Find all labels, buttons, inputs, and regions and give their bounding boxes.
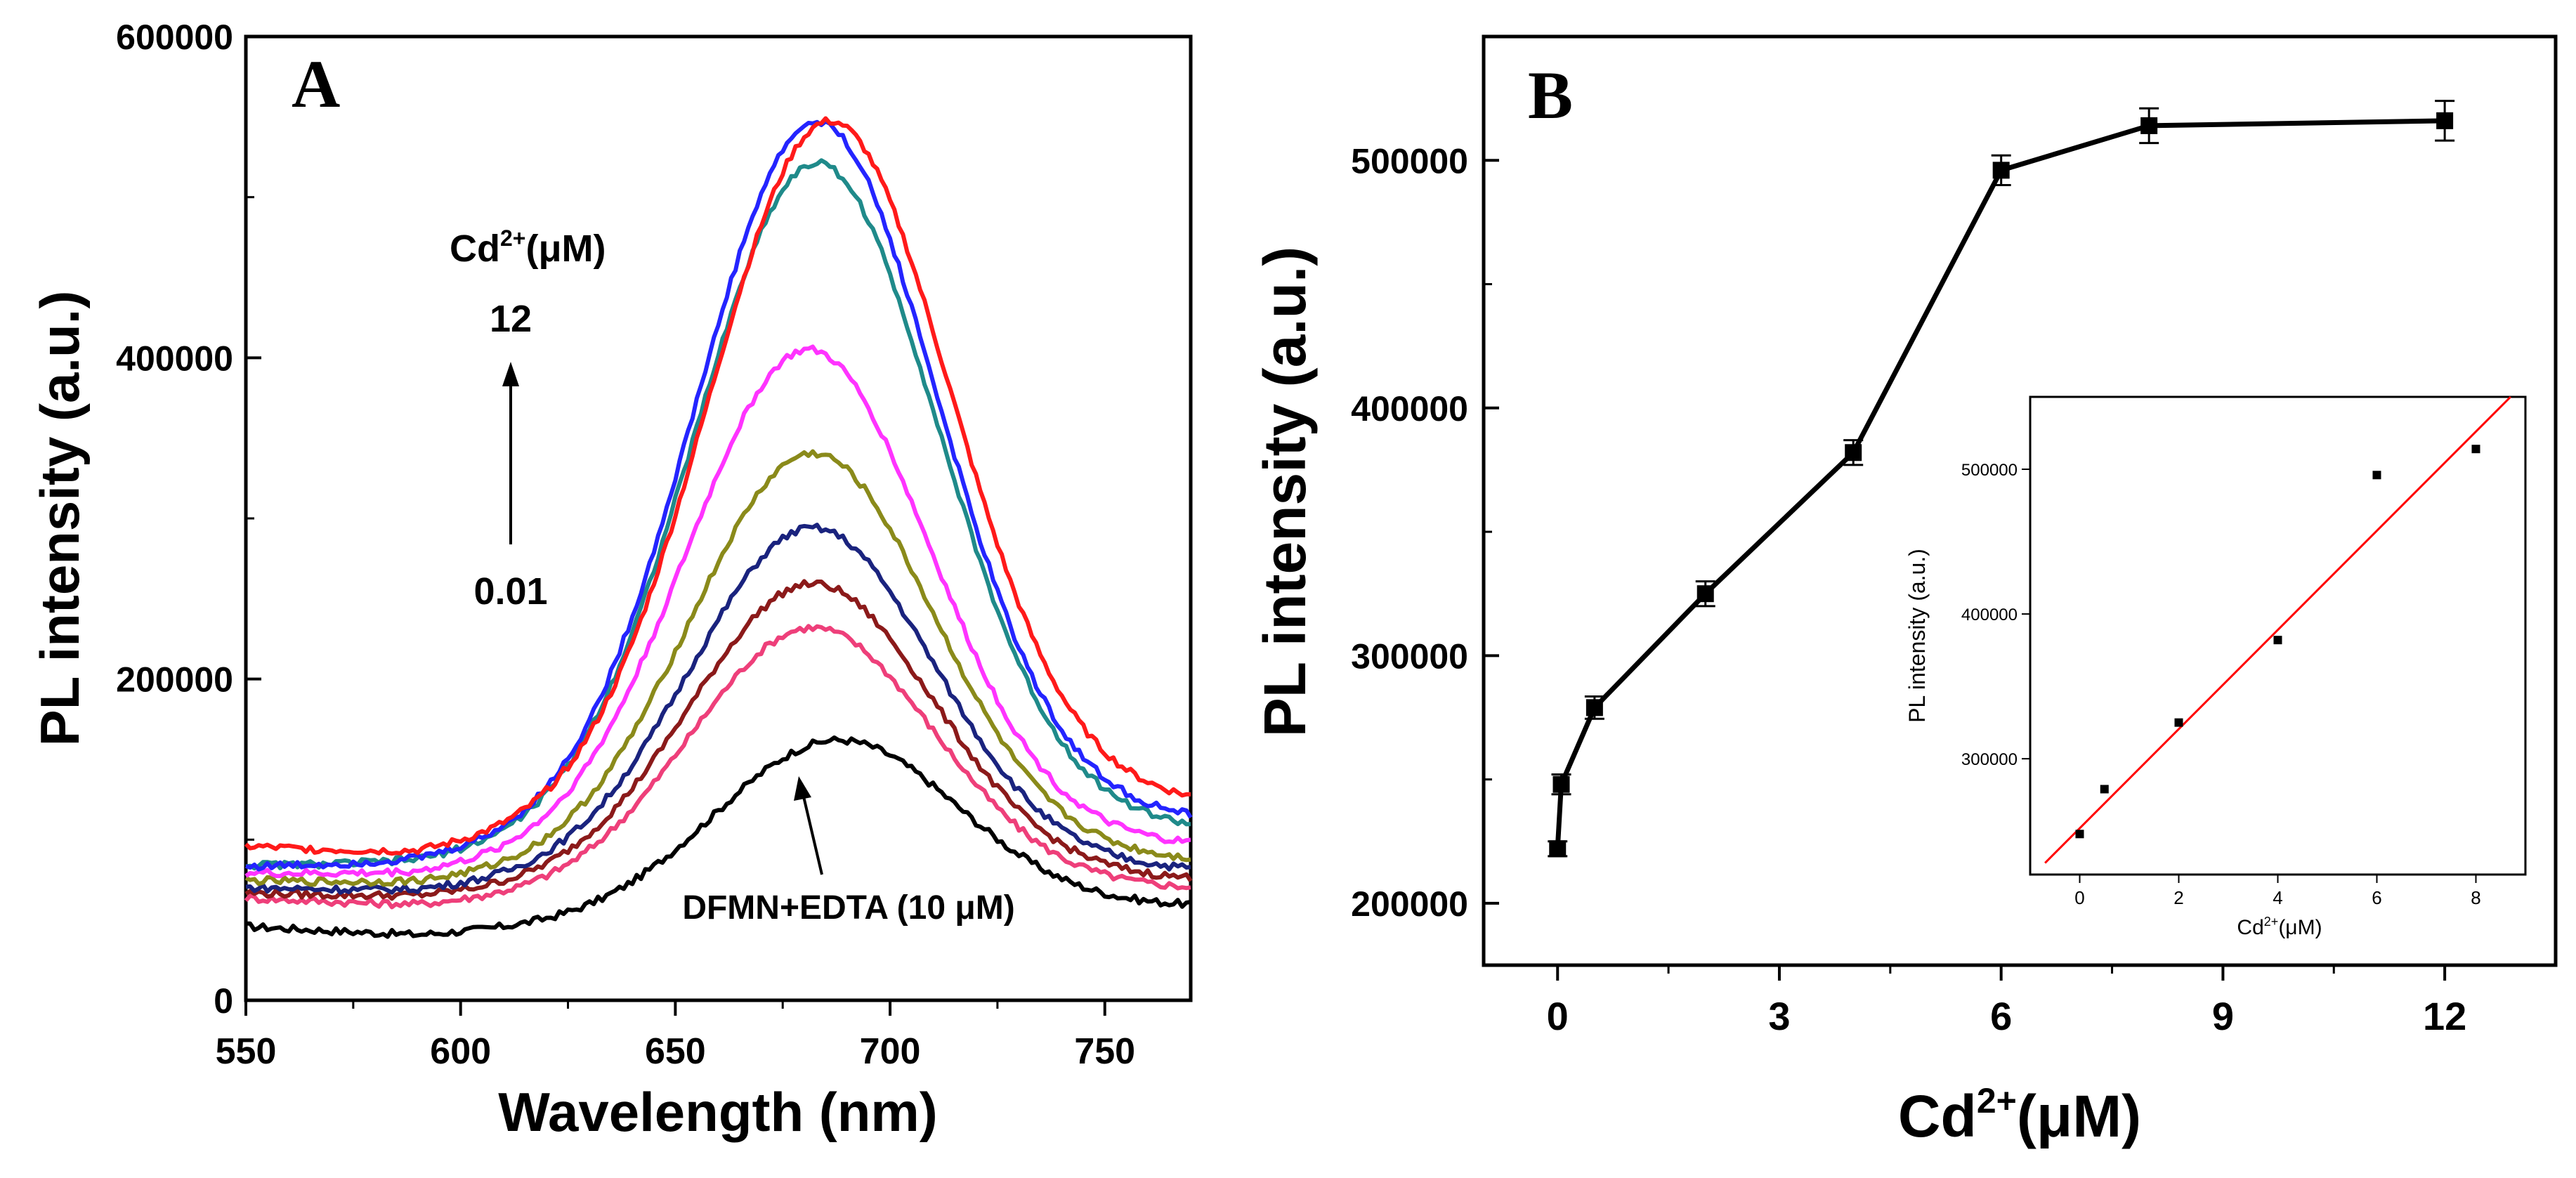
inset-x-tick-label: 6 [2372,887,2381,908]
inset-x-tick-label: 8 [2471,887,2480,908]
inset-point [2075,830,2084,839]
panel-b-series [1548,100,2455,858]
spectrum-12 [244,116,1191,856]
panel-b: 0 3 6 9 12 200000 300000 400000 500000 B Cd2+(μM… [1252,34,2558,1149]
panel-b-y-tick-label: 300000 [1351,636,1468,676]
panel-a-label: A [292,46,340,122]
panel-b-y-tick-label: 400000 [1351,389,1468,428]
inset-y-tick-label: 300000 [1961,750,2018,769]
panel-b-ticks: 0 3 6 9 12 200000 300000 400000 500000 [1351,141,2466,1038]
annotation-arrow-head [794,776,811,801]
inset-point [2273,636,2282,645]
panel-a-y-tick-label: 0 [214,981,233,1021]
panel-b-point [1586,699,1603,716]
panel-a-spectra [244,116,1193,939]
annotation-arrow-shaft [802,793,823,875]
panel-a-x-tick-label: 650 [645,1031,706,1072]
panel-b-y-tick-label: 500000 [1351,141,1468,181]
inset-content: 0 2 4 6 8 300000 400000 500000 [1961,395,2511,908]
inset-x-axis-label: Cd2+(μM) [2237,915,2322,939]
panel-b-point [1992,162,2010,179]
panel-b-x-tick-label: 0 [1547,994,1569,1038]
panel-b-point [1552,775,1570,793]
panel-a-x-tick-label: 550 [216,1031,277,1072]
panel-a: 550 600 650 700 750 0 200000 400000 600000 A Wav… [29,18,1193,1143]
inset-y-axis-label: PL intensity (a.u.) [1904,549,1930,723]
spectrum-0.05 [244,579,1193,901]
panel-a-x-axis-label: Wavelength (nm) [498,1081,937,1143]
panel-b-y-tick-label: 200000 [1351,884,1468,924]
panel-b-point [1845,444,1862,462]
panel-a-frame [244,34,1193,1002]
spectrum-4 [244,344,1191,879]
inset-y-tick-label: 500000 [1961,461,2018,480]
inset-x-tick-label: 2 [2173,887,2183,908]
panel-a-x-tick-label: 750 [1074,1031,1135,1072]
panel-b-x-tick-label: 12 [2423,994,2466,1038]
inset-x-tick-label: 4 [2273,887,2282,908]
spectrum-2 [244,449,1191,887]
panel-a-y-tick-label: 400000 [116,339,233,378]
panel-b-point [1549,840,1567,858]
spectrum-0.5 [245,523,1191,895]
legend-top-value: 12 [490,298,532,340]
inset-point [2372,471,2381,480]
inset-x-tick-label: 0 [2074,887,2084,908]
inset-point [2100,785,2109,794]
panel-b-x-tick-label: 3 [1768,994,1790,1038]
panel-b-frame [1482,34,2558,967]
panel-a-y-tick-label: 200000 [116,660,233,700]
panel-b-point [2140,117,2158,134]
panel-b-x-tick-label: 6 [1990,994,2012,1038]
panel-b-x-tick-label: 9 [2212,994,2234,1038]
panel-a-y-tick-label: 600000 [116,18,233,57]
legend-arrow-head [502,362,519,386]
legend-title: Cd2+(μM) [450,225,606,270]
spectrum-6 [245,158,1191,871]
panel-b-point [2436,112,2454,129]
panel-a-x-tick-label: 600 [430,1031,491,1072]
inset-y-tick-label: 400000 [1961,606,2018,624]
panel-b-y-axis-label: PL intensity (a.u.) [1252,247,1318,738]
panel-b-label: B [1528,58,1573,133]
panel-b-point [1696,585,1714,603]
legend-bottom-value: 0.01 [473,570,547,613]
spectrum-8 [244,119,1193,872]
inset-fit-line [2044,395,2511,864]
inset-chart: 0 2 4 6 8 300000 400000 500000 Cd2+(μM) PL inte… [1904,395,2527,939]
panel-a-x-tick-label: 700 [860,1031,921,1072]
inset-point [2471,445,2480,454]
spectrum-DFMN+EDTA [246,735,1191,939]
panel-a-ticks: 550 600 650 700 750 0 200000 400000 600000 [116,18,1135,1072]
panel-b-x-axis-label: Cd2+(μM) [1898,1081,2141,1149]
spectrum-0.01 [244,624,1191,910]
panel-a-y-axis-label: PL intensity (a.u.) [29,291,91,747]
annotation-dfmn-edta: DFMN+EDTA (10 μM) [682,889,1014,927]
panel-b-line [1555,118,2445,849]
inset-point [2174,718,2183,727]
